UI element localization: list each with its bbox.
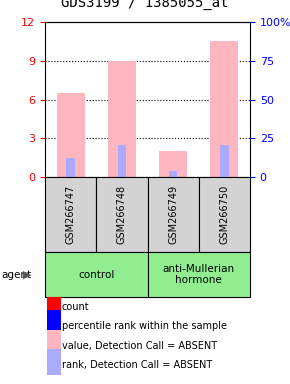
Bar bbox=[210, 41, 238, 177]
Bar bbox=[159, 151, 187, 177]
Bar bbox=[47, 349, 61, 381]
Bar bbox=[199, 177, 250, 252]
Text: GSM266748: GSM266748 bbox=[117, 185, 127, 244]
Text: count: count bbox=[62, 302, 89, 312]
Bar bbox=[47, 330, 61, 362]
Text: GSM266750: GSM266750 bbox=[219, 185, 229, 244]
Text: value, Detection Call = ABSENT: value, Detection Call = ABSENT bbox=[62, 341, 217, 351]
Bar bbox=[148, 252, 250, 297]
Bar bbox=[96, 177, 148, 252]
Text: GSM266747: GSM266747 bbox=[66, 185, 76, 244]
Text: ▶: ▶ bbox=[23, 270, 32, 280]
Bar bbox=[66, 157, 75, 177]
Text: anti-Mullerian
hormone: anti-Mullerian hormone bbox=[163, 264, 235, 285]
Bar bbox=[148, 177, 199, 252]
Bar bbox=[45, 252, 148, 297]
Bar bbox=[220, 145, 229, 177]
Bar bbox=[45, 177, 96, 252]
Text: control: control bbox=[78, 270, 115, 280]
Bar bbox=[47, 310, 61, 342]
Text: GDS3199 / 1385055_at: GDS3199 / 1385055_at bbox=[61, 0, 229, 10]
Bar bbox=[169, 170, 177, 177]
Text: GSM266749: GSM266749 bbox=[168, 185, 178, 244]
Bar bbox=[47, 291, 61, 323]
Bar bbox=[57, 93, 85, 177]
Text: agent: agent bbox=[1, 270, 32, 280]
Text: rank, Detection Call = ABSENT: rank, Detection Call = ABSENT bbox=[62, 360, 212, 370]
Bar bbox=[118, 145, 126, 177]
Text: percentile rank within the sample: percentile rank within the sample bbox=[62, 321, 227, 331]
Bar bbox=[108, 61, 136, 177]
